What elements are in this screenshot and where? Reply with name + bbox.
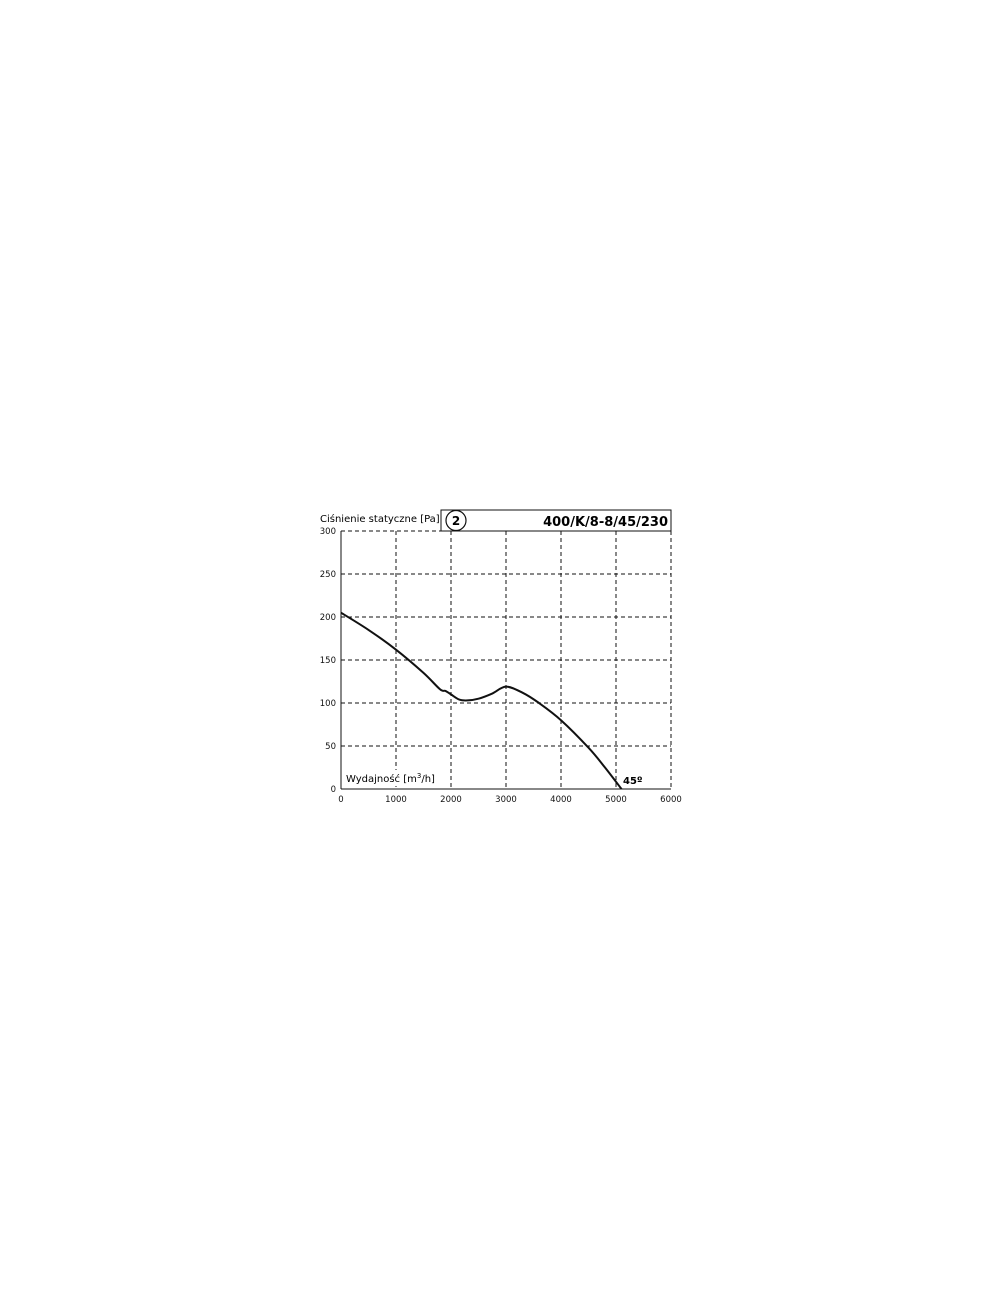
y-tick-label: 0 (331, 785, 336, 795)
y-tick-label: 300 (320, 527, 336, 537)
x-axis-label: Wydajność [m3/h] (346, 772, 435, 785)
x-tick-label: 0 (338, 795, 343, 805)
x-tick-label: 6000 (660, 795, 682, 805)
y-tick-label: 250 (320, 570, 336, 580)
badge-circle (445, 509, 467, 532)
angle-annotation: 45º (623, 776, 643, 787)
y-tick-label: 150 (320, 656, 336, 666)
x-tick-label: 5000 (605, 795, 627, 805)
x-label-bg (343, 770, 435, 786)
x-tick-label: 2000 (440, 795, 462, 805)
title-box (440, 509, 672, 532)
chart-title: 400/K/8-8/45/230 (543, 515, 668, 530)
y-tick-label: 50 (325, 742, 336, 752)
performance-curve (340, 611, 623, 790)
y-axis-label: Ciśnienie statyczne [Pa] (320, 513, 440, 525)
badge-number: 2 (452, 514, 460, 528)
y-tick-label: 200 (320, 613, 336, 623)
grid (341, 530, 672, 789)
x-tick-label: 4000 (550, 795, 572, 805)
x-tick-label: 1000 (385, 795, 407, 805)
y-tick-label: 100 (320, 699, 336, 709)
tick-labels: 0 1000 2000 3000 4000 5000 6000 0 50 100 150 200 250… (320, 527, 682, 805)
x-tick-label: 3000 (495, 795, 517, 805)
